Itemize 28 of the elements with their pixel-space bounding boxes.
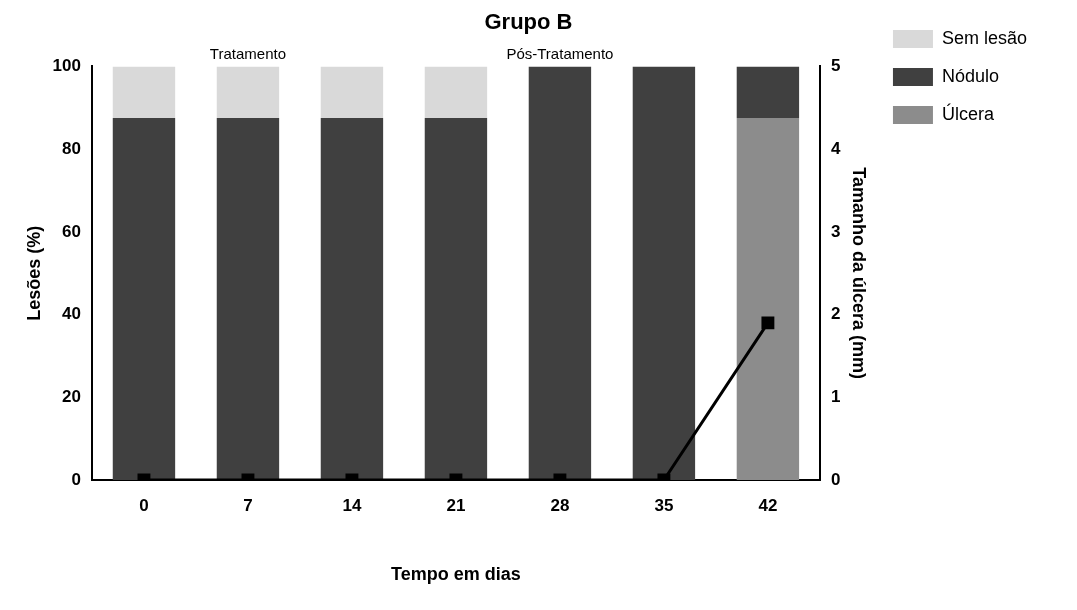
y-tick-label: 80 [62, 138, 81, 158]
legend-label: Nódulo [941, 65, 999, 86]
y2-tick-label: 5 [830, 56, 841, 76]
x-tick-label: 21 [446, 495, 466, 515]
y2-tick-label: 1 [830, 386, 841, 406]
y-axis-title: Lesões (%) [23, 225, 44, 321]
x-tick-label: 28 [550, 495, 570, 515]
x-tick-label: 0 [139, 495, 149, 515]
y2-tick-label: 2 [830, 304, 841, 324]
legend-label: Úlcera [941, 102, 995, 124]
y2-axis-title: Tamanho da úlcera (mm) [849, 167, 870, 380]
annotation: Pós-Tratamento [506, 45, 614, 63]
x-tick-label: 7 [243, 495, 253, 515]
y-tick-label: 100 [52, 56, 81, 76]
y2-tick-label: 0 [830, 469, 841, 489]
x-tick-label: 42 [758, 495, 778, 515]
y-tick-label: 40 [62, 304, 81, 324]
annotation: Tratamento [209, 45, 287, 63]
y2-tick-label: 3 [830, 221, 841, 241]
y-tick-label: 60 [62, 221, 81, 241]
legend-label: Sem lesão [941, 27, 1027, 48]
x-axis-title: Tempo em dias [391, 564, 521, 585]
chart-title: Grupo B [484, 9, 573, 35]
y2-tick-label: 4 [830, 138, 841, 158]
x-tick-label: 14 [342, 495, 362, 515]
x-tick-label: 35 [654, 495, 674, 515]
y-tick-label: 0 [71, 469, 81, 489]
y-tick-label: 20 [62, 386, 81, 406]
